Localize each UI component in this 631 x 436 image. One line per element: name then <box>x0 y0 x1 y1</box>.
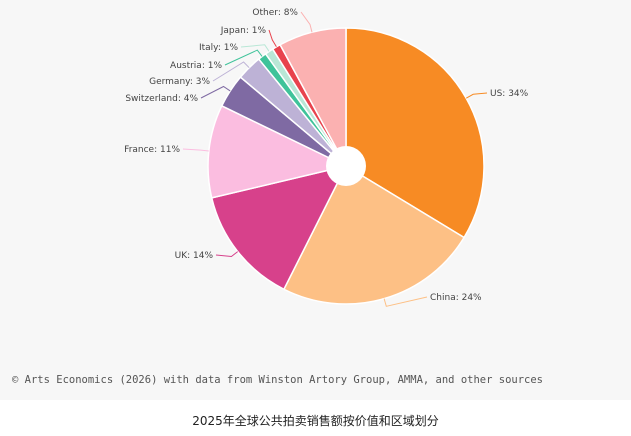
slice-label: US: 34% <box>490 89 529 99</box>
leader-line <box>268 29 277 48</box>
chart-panel: US: 34% China: 24% UK: 14% France: 11% Switz… <box>12 8 544 386</box>
donut-chart: US: 34% China: 24% UK: 14% France: 11% Switz… <box>124 8 529 307</box>
pie-slice <box>345 27 485 239</box>
slice-label: Other: 8% <box>252 8 298 18</box>
leader-line <box>240 44 270 52</box>
slice-label: UK: 14% <box>175 251 214 261</box>
slice-label: Japan: 1% <box>220 26 267 36</box>
slice-label: Austria: 1% <box>170 61 222 71</box>
slice-label: France: 11% <box>124 145 180 155</box>
pie-slice <box>210 164 348 291</box>
leader-line <box>224 49 263 66</box>
slice-label: Italy: 1% <box>199 43 238 53</box>
figure-caption: 2025年全球公共拍卖销售额按价值和区域划分 <box>192 414 439 428</box>
leader-line <box>465 92 488 99</box>
leader-line <box>383 296 428 307</box>
slice-label: China: 24% <box>430 293 482 303</box>
leader-line <box>215 251 239 258</box>
leader-line <box>182 148 209 152</box>
donut-hole <box>326 146 366 186</box>
pie-slice <box>207 104 349 199</box>
slice-label: Germany: 3% <box>149 77 210 87</box>
leader-line <box>300 11 313 33</box>
leader-line <box>200 85 231 99</box>
source-note: © Arts Economics (2026) with data from W… <box>12 374 544 386</box>
slice-label: Switzerland: 4% <box>125 94 198 104</box>
leader-line <box>212 61 250 82</box>
